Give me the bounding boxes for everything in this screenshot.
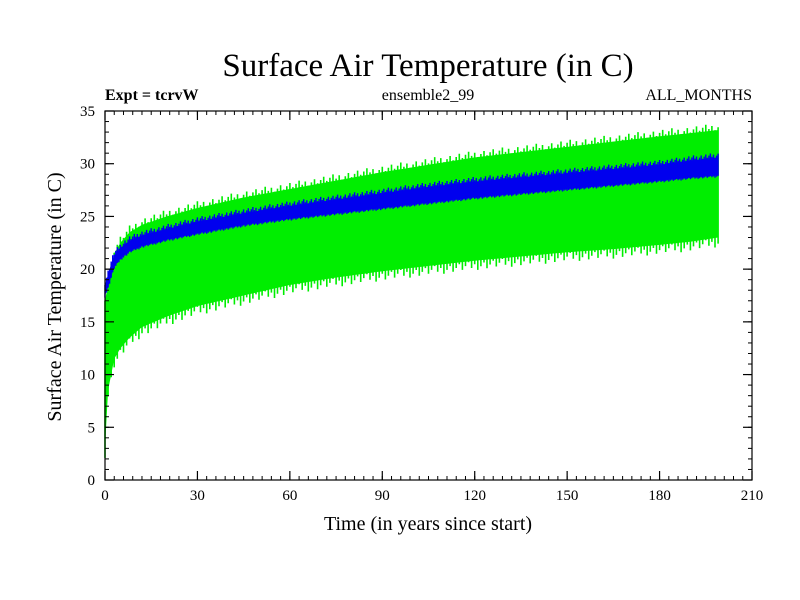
x-tick-label: 30	[190, 488, 205, 504]
subtitle-ensemble: ensemble2_99	[382, 87, 474, 104]
x-tick-label: 150	[556, 488, 579, 504]
x-tick-label: 60	[282, 488, 297, 504]
y-axis-label: Surface Air Temperature (in C)	[44, 172, 66, 421]
y-tick-label: 5	[88, 420, 96, 436]
y-tick-label: 30	[80, 157, 95, 173]
x-axis-label: Time (in years since start)	[324, 513, 532, 535]
x-tick-label: 120	[463, 488, 486, 504]
x-tick-label: 180	[648, 488, 671, 504]
subtitle-expt: Expt = tcrvW	[105, 87, 199, 104]
plot-area: 0 30 60 90 120 150 180 210 0 5 10 15 20 25 30 35	[80, 104, 763, 504]
y-tick-label: 10	[80, 368, 95, 384]
y-tick-label: 15	[80, 315, 95, 331]
x-tick-label: 90	[375, 488, 390, 504]
y-tick-label: 0	[88, 473, 96, 489]
chart-title: Surface Air Temperature (in C)	[222, 48, 633, 84]
subtitle-months: ALL_MONTHS	[645, 87, 752, 104]
y-tick-label: 35	[80, 104, 95, 120]
y-tick-label: 25	[80, 209, 95, 225]
x-tick-label: 0	[101, 488, 109, 504]
x-tick-label: 210	[741, 488, 764, 504]
y-tick-label: 20	[80, 262, 95, 278]
